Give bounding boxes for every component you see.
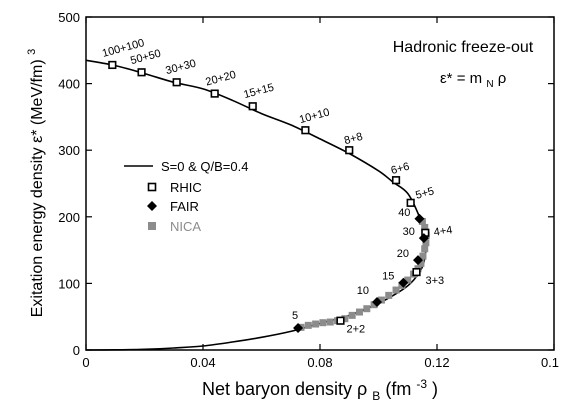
legend-rhic-swatch [147, 182, 157, 192]
x-axis-title-sub: B [372, 389, 380, 403]
x-axis-title-exp: -3 [416, 377, 427, 391]
legend-nica-label: NICA [170, 219, 201, 234]
x-axis-title: Net baryon density ρ B (fm -3 ) [202, 372, 438, 404]
nica-point [370, 301, 378, 309]
nica-point [404, 276, 412, 284]
fair-energy-label: 5 [292, 310, 298, 322]
rhic-point [391, 176, 401, 185]
nica-point [363, 305, 371, 313]
y-tick-label: 200 [58, 210, 80, 225]
nica-point [422, 239, 430, 247]
nica-point [348, 311, 356, 319]
y-tick-label: 0 [73, 343, 80, 358]
nica-point [385, 291, 393, 299]
legend: S=0 & Q/B=0.4 RHIC FAIR NICA [124, 159, 248, 234]
x-axis-title-main: Net baryon density ρ [202, 379, 367, 399]
rhic-point [345, 146, 354, 155]
rhic-energy-label: 30+30 [164, 58, 197, 78]
nica-point [341, 315, 349, 323]
x-tick-label: 0.04 [190, 355, 215, 370]
rhic-energy-label: 6+6 [390, 161, 411, 177]
fair-energy-label: 30 [403, 226, 415, 238]
rhic-point [336, 316, 345, 325]
relation-lhs: ε* [440, 70, 453, 87]
nica-point [392, 286, 400, 294]
x-tick-label: 0 [82, 355, 89, 370]
fair-point [372, 297, 383, 308]
legend-fair-swatch [147, 201, 157, 211]
fair-point [414, 213, 425, 224]
nica-point [417, 259, 425, 267]
fair-markers [293, 213, 429, 334]
y-axis-title: Exitation energy density ε* (MeV/fm) 3 [26, 49, 46, 318]
fair-energy-label: 15 [382, 271, 394, 283]
rhic-point [137, 68, 146, 77]
rhic-energy-label: 4+4 [433, 224, 453, 238]
nica-point [421, 223, 429, 231]
fair-energy-label: 40 [398, 207, 410, 219]
nica-point [418, 217, 426, 225]
rhic-point [248, 102, 257, 111]
y-tick-label: 400 [58, 77, 80, 92]
rhic-energy-label: 2+2 [346, 324, 365, 336]
rhic-energy-label: 15+15 [242, 82, 275, 102]
rhic-point [412, 267, 421, 277]
legend-rhic-label: RHIC [170, 180, 202, 195]
fair-energy-label: 10 [357, 285, 369, 297]
nica-point [421, 245, 429, 253]
nica-point [355, 308, 363, 316]
x-axis-title-close: ) [432, 379, 438, 399]
nica-point [326, 318, 334, 326]
rhic-point [108, 60, 117, 70]
x-tick-label: 0.08 [307, 355, 332, 370]
rhic-energy-label: 3+3 [426, 275, 445, 287]
legend-fair-label: FAIR [170, 199, 199, 214]
fair-point [293, 323, 304, 334]
rhic-point [172, 78, 181, 87]
nica-point [304, 321, 312, 329]
rhic-energy-label: 20+20 [204, 69, 237, 89]
x-tick-label: 0.12 [424, 355, 449, 370]
x-tick-label: 0.1 [541, 355, 559, 370]
relation-label: ε* = m N ρ [440, 70, 506, 91]
axis-ticks: 0 0.04 0.08 0.12 0.1 0 100 200 300 400 500 [58, 10, 559, 370]
rhic-point [210, 89, 219, 98]
fair-point [418, 233, 429, 244]
y-axis-title-exp: 3 [26, 49, 38, 55]
rhic-energy-label: 8+8 [343, 131, 364, 147]
rhic-energy-label: 10+10 [298, 107, 331, 127]
fair-point [398, 277, 409, 288]
relation-rhs: m [470, 70, 483, 87]
nica-point [419, 252, 427, 260]
chart-title: Hadronic freeze-out [393, 39, 534, 56]
nica-point [377, 296, 385, 304]
fair-energy-label: 20 [397, 248, 409, 260]
legend-line-label: S=0 & Q/B=0.4 [161, 159, 248, 174]
y-axis-title-unit: (MeV/fm) [29, 59, 46, 125]
nica-point [319, 319, 327, 327]
y-axis-title-main: Exitation energy density ε* [29, 130, 46, 318]
x-axis-title-unit: (fm [385, 379, 411, 399]
rhic-point [301, 126, 310, 135]
nica-point [312, 320, 320, 328]
y-tick-label: 500 [58, 10, 80, 25]
rhic-markers [108, 60, 430, 325]
relation-sub: N [486, 79, 493, 90]
rhic-energy-label: 5+5 [414, 185, 435, 201]
relation-tail: ρ [498, 70, 507, 87]
y-tick-label: 100 [58, 276, 80, 291]
legend-nica-swatch [148, 222, 156, 230]
y-tick-label: 300 [58, 143, 80, 158]
rhic-point [406, 198, 415, 207]
fair-point [412, 255, 423, 266]
